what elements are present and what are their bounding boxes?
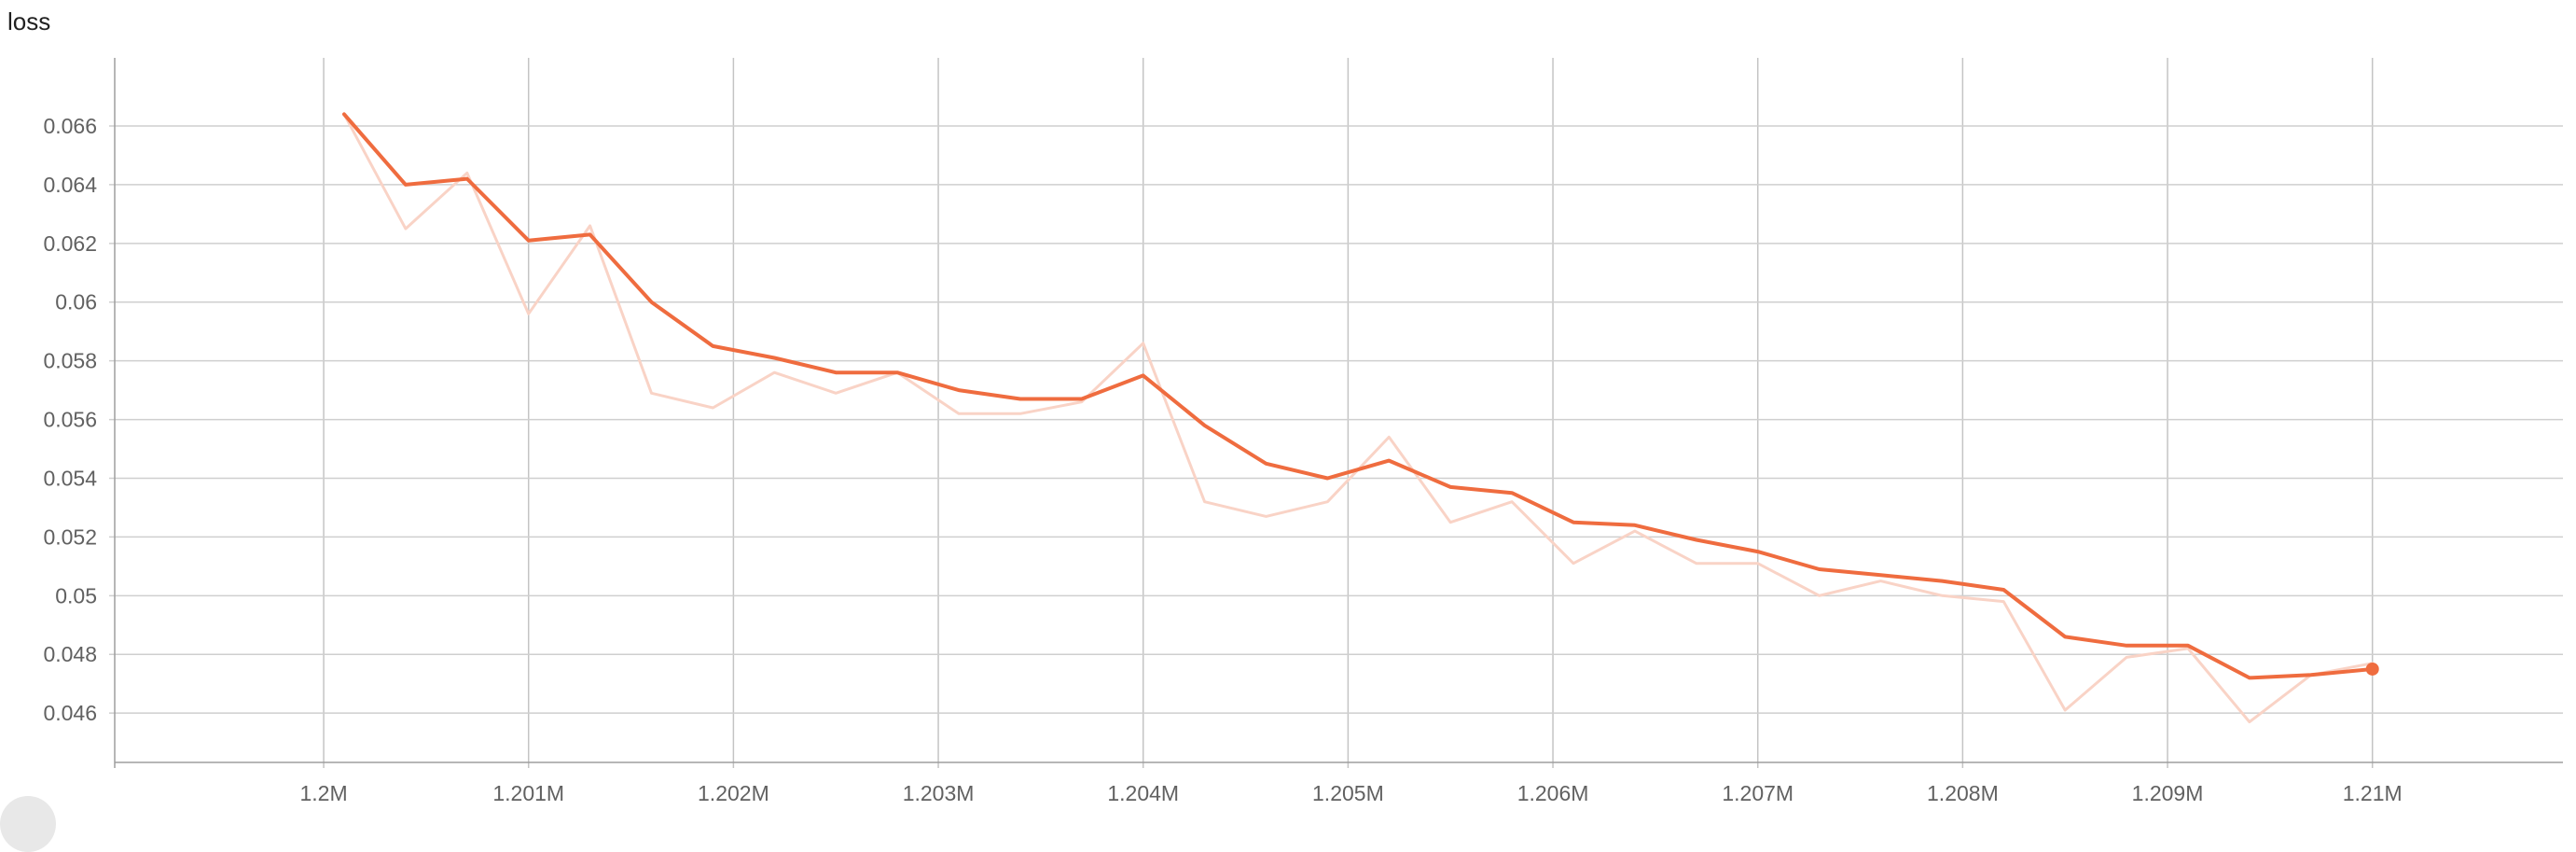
y-tick-label: 0.066 <box>43 114 97 138</box>
x-tick-label: 1.208M <box>1927 781 1999 805</box>
x-tick-label: 1.204M <box>1107 781 1179 805</box>
x-tick-labels: 1.2M 1.201M 1.202M 1.203M 1.204M 1.205M 1.206M… <box>299 781 2402 805</box>
y-gridlines <box>109 125 2563 714</box>
chart-title: loss <box>7 7 51 35</box>
x-tick-label: 1.205M <box>1312 781 1384 805</box>
y-tick-label: 0.056 <box>43 408 97 432</box>
y-tick-label: 0.05 <box>55 583 97 608</box>
y-tick-label: 0.06 <box>55 290 97 314</box>
x-tick-label: 1.202M <box>698 781 769 805</box>
y-tick-label: 0.062 <box>43 231 97 256</box>
settings-icon[interactable] <box>0 796 56 852</box>
x-tick-label: 1.21M <box>2343 781 2403 805</box>
y-tick-labels: 0.046 0.048 0.05 0.052 0.054 0.056 0.058 0.06 0.… <box>43 114 97 725</box>
x-tick-label: 1.207M <box>1722 781 1794 805</box>
x-tick-label: 1.2M <box>299 781 347 805</box>
y-tick-label: 0.054 <box>43 466 97 490</box>
x-gridlines <box>323 58 2374 768</box>
x-tick-label: 1.206M <box>1517 781 1589 805</box>
x-tick-label: 1.201M <box>492 781 564 805</box>
y-tick-label: 0.048 <box>43 642 97 666</box>
series-line-raw <box>342 112 2375 724</box>
axes <box>114 58 2563 768</box>
y-tick-label: 0.046 <box>43 701 97 725</box>
y-tick-label: 0.058 <box>43 349 97 373</box>
series-end-point <box>2365 662 2379 676</box>
series-line-smoothed <box>342 112 2375 680</box>
series-group <box>342 112 2379 724</box>
x-tick-label: 1.209M <box>2132 781 2204 805</box>
x-tick-label: 1.203M <box>903 781 975 805</box>
y-tick-label: 0.064 <box>43 173 97 197</box>
y-tick-label: 0.052 <box>43 524 97 549</box>
chart-svg: 1.2M 1.201M 1.202M 1.203M 1.204M 1.205M 1.206M… <box>43 58 2563 805</box>
